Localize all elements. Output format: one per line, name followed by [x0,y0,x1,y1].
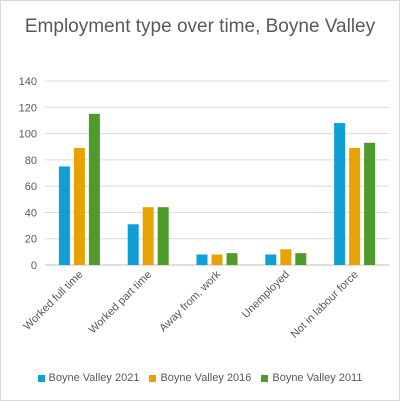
x-tick-label: Away from, work [157,268,223,334]
legend-swatch [37,374,45,382]
bar [127,224,139,265]
y-tick-label: 100 [19,129,37,141]
bar [265,254,277,265]
bar [349,148,361,265]
y-tick-label: 140 [19,76,37,88]
y-tick-label: 120 [19,102,37,114]
legend-label: Boyne Valley 2021 [48,372,140,384]
chart-title: Employment type over time, Boyne Valley [24,16,376,37]
x-tick-label: Unemployed [240,269,292,321]
bar [211,254,223,265]
legend: Boyne Valley 2021 Boyne Valley 2016 Boyne … [1,372,399,384]
bar [157,207,169,265]
bar [295,253,307,265]
y-tick-label: 0 [31,260,37,272]
bar [142,207,154,265]
bar [88,113,100,265]
legend-swatch [261,374,269,382]
y-tick-label: 40 [25,207,37,219]
legend-label: Boyne Valley 2016 [160,372,252,384]
bar [334,123,346,265]
bar [280,249,292,265]
legend-item: Boyne Valley 2011 [261,372,362,384]
legend-item: Boyne Valley 2016 [149,372,251,384]
y-tick-label: 20 [25,234,37,246]
y-tick-label: 60 [25,181,37,193]
legend-swatch [149,374,157,382]
bar [196,254,208,265]
legend-item: Boyne Valley 2021 [37,372,140,384]
bar [58,166,70,265]
x-tick-label: Worked part time [87,269,155,337]
bar [364,142,376,265]
x-tick-label: Not in labour force [289,269,361,341]
bar [73,148,85,265]
legend-label: Boyne Valley 2011 [272,372,363,384]
y-tick-label: 80 [25,155,37,167]
x-tick-label: Worked full time [21,269,85,333]
bar [226,253,238,265]
